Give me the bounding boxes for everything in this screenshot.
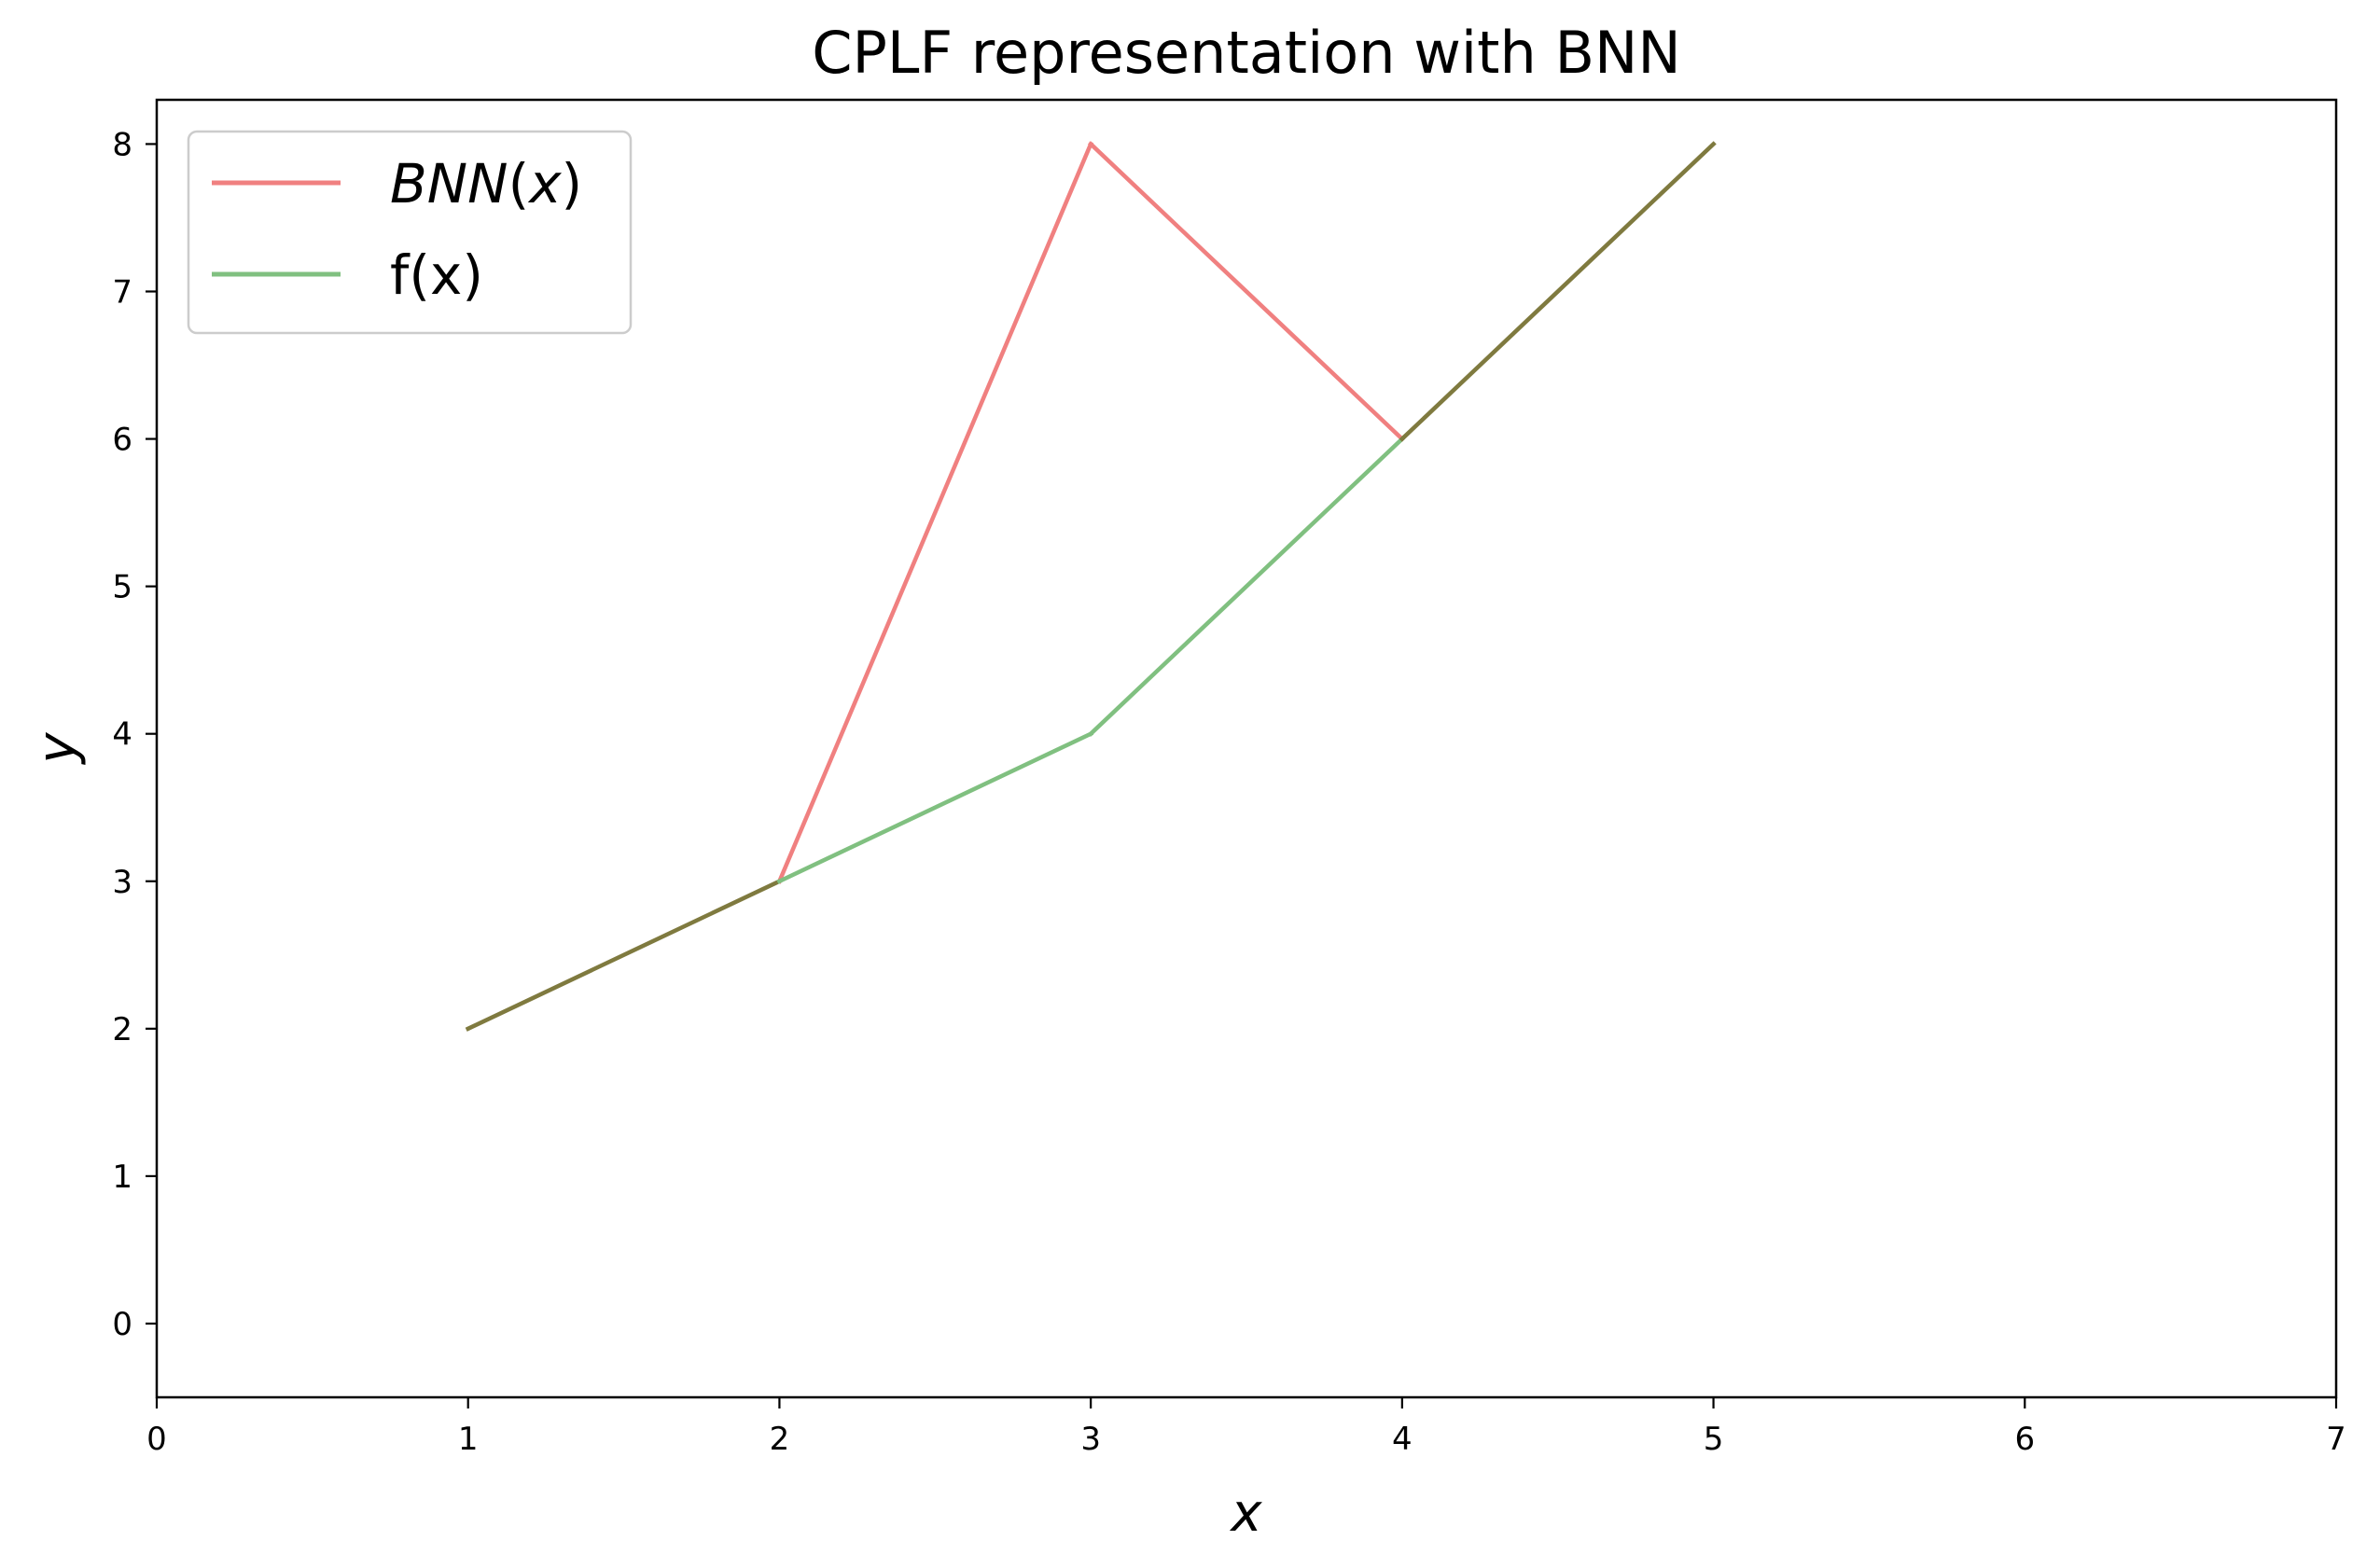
shared-line-segment bbox=[465, 878, 783, 1032]
x-tick-label: 6 bbox=[2014, 1421, 2035, 1458]
chart-title: CPLF representation with BNN bbox=[812, 19, 1681, 87]
x-tick-label: 5 bbox=[1704, 1421, 1724, 1458]
x-tick-label: 2 bbox=[770, 1421, 790, 1458]
legend-label-f: f(x) bbox=[390, 243, 483, 307]
line-segment-bnn bbox=[1087, 141, 1406, 442]
x-tick-label: 0 bbox=[146, 1421, 167, 1458]
axis-ticks: 0 1 2 3 4 5 6 7 0 1 2 3 4 5 6 7 8 bbox=[112, 126, 2345, 1458]
y-tick-label: 0 bbox=[112, 1306, 132, 1343]
line-segment-f bbox=[1087, 436, 1406, 737]
x-tick-label: 1 bbox=[458, 1421, 479, 1458]
y-tick-label: 5 bbox=[112, 569, 132, 606]
y-tick-label: 1 bbox=[112, 1159, 132, 1196]
legend-label-bnn: BNN(x) bbox=[390, 152, 582, 215]
line-segment-f bbox=[776, 730, 1094, 884]
y-tick-label: 8 bbox=[112, 126, 132, 163]
x-axis-label: x bbox=[1229, 1483, 1262, 1544]
y-tick-label: 3 bbox=[112, 864, 132, 901]
series-layer bbox=[465, 141, 1717, 1032]
plot-area-frame bbox=[155, 98, 2338, 1399]
line-segment-bnn bbox=[776, 141, 1094, 884]
x-tick-label: 3 bbox=[1080, 1421, 1101, 1458]
x-tick-label: 4 bbox=[1392, 1421, 1413, 1458]
shared-line-segment bbox=[1399, 141, 1717, 442]
y-tick-label: 7 bbox=[112, 273, 132, 311]
legend: BNN(x) f(x) bbox=[187, 130, 633, 335]
y-tick-label: 6 bbox=[112, 422, 132, 459]
x-tick-label: 7 bbox=[2326, 1421, 2346, 1458]
y-axis-label: y bbox=[27, 732, 88, 766]
y-tick-label: 4 bbox=[112, 716, 132, 754]
y-tick-label: 2 bbox=[112, 1011, 132, 1048]
